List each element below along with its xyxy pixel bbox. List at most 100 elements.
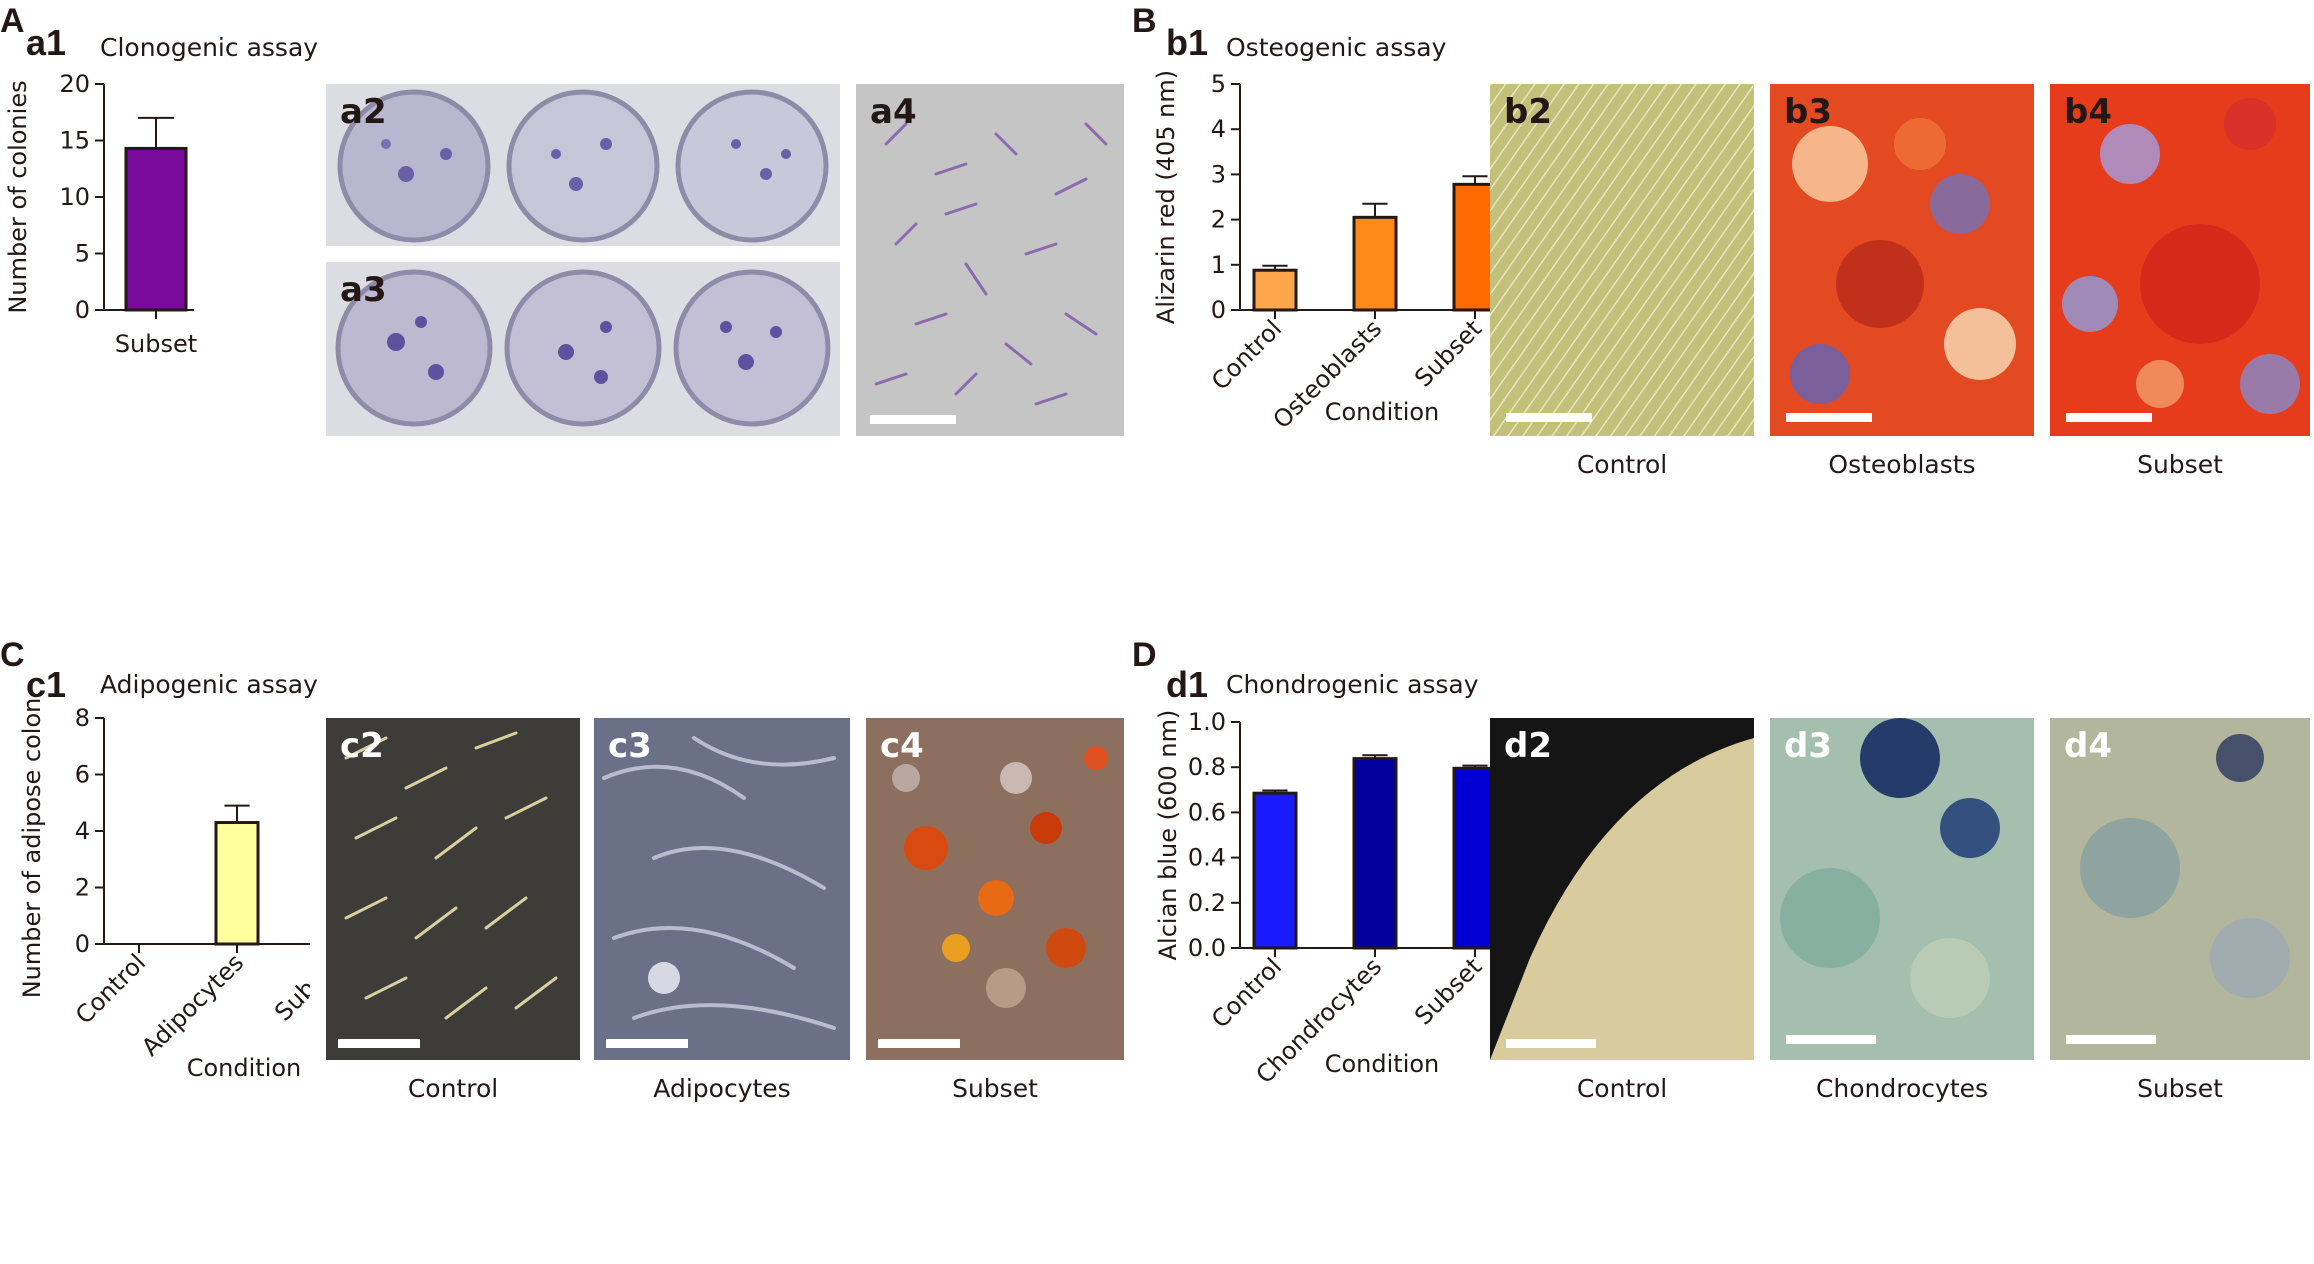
bar-subset [1452, 766, 1496, 950]
bar-subset [124, 146, 188, 312]
adipogenic-control-image [326, 718, 580, 1060]
x-axis-label: Condition [1325, 398, 1440, 426]
alizarin-subset-image [2050, 84, 2310, 436]
bar-adipocytes [214, 821, 260, 946]
image-label-a3: a3 [340, 270, 387, 310]
well-plate-image [326, 84, 840, 246]
scale-bar [2066, 413, 2152, 422]
image-label-b3: b3 [1784, 92, 1832, 132]
y-tick-label: 2 [1211, 206, 1226, 234]
scale-bar [1786, 413, 1872, 422]
image-label-d4: d4 [2064, 726, 2112, 766]
image-label-c3: c3 [608, 726, 652, 766]
bar-control [1252, 268, 1298, 312]
micrograph-c4: c4 [866, 718, 1124, 1060]
y-axis-label: Number of adipose colonies [18, 698, 46, 998]
panel-sublabel-b1: b1 [1166, 22, 1209, 63]
panel-sublabel-c1: c1 [26, 664, 67, 705]
y-tick-label: 4 [1211, 115, 1226, 143]
image-caption-d4: Subset [2137, 1074, 2223, 1103]
y-tick-label: 0.6 [1188, 798, 1226, 826]
micrograph-d2: d2 [1490, 718, 1754, 1060]
y-tick-label: 1 [1211, 251, 1226, 279]
scale-bar [1506, 1039, 1596, 1048]
y-tick-label: 0.4 [1188, 844, 1226, 872]
x-axis-label: Condition [187, 1054, 302, 1082]
panel-title-b: Osteogenic assay [1226, 33, 1447, 62]
y-tick-label: 10 [59, 183, 90, 211]
chondrogenic-control-image [1490, 718, 1754, 1060]
image-caption-b2: Control [1576, 450, 1668, 479]
chondrogenic-chondrocytes-image [1770, 718, 2034, 1060]
panel-title-c: Adipogenic assay [100, 670, 318, 699]
alizarin-control-image [1490, 84, 1754, 436]
alizarin-osteoblasts-image [1770, 84, 2034, 436]
image-label-b4: b4 [2064, 92, 2112, 132]
image-label-d2: d2 [1504, 726, 1552, 766]
bar-osteoblasts [1352, 215, 1398, 312]
y-tick-label: 20 [59, 70, 90, 98]
scale-bar [870, 415, 956, 424]
image-caption-c4: Subset [952, 1074, 1038, 1103]
scale-bar [1506, 413, 1592, 422]
image-label-a4: a4 [870, 92, 917, 132]
image-label-d3: d3 [1784, 726, 1832, 766]
y-tick-label: 0 [75, 296, 90, 324]
y-axis-label: Alizarin red (405 nm) [1152, 70, 1180, 324]
scale-bar [878, 1039, 960, 1048]
y-tick-label: 0 [75, 930, 90, 958]
x-tick-label: Subset [115, 330, 197, 358]
y-tick-label: 8 [75, 704, 90, 732]
panel-title-d: Chondrogenic assay [1226, 670, 1479, 699]
x-axis-label: Condition [1325, 1050, 1440, 1078]
y-tick-label: 1.0 [1188, 708, 1226, 736]
adipogenic-adipocytes-image [594, 718, 850, 1060]
micrograph-a2: a2 [326, 84, 840, 246]
panel-letter-d: D [1132, 636, 1157, 674]
chart-c1: 0 2 4 6 8 Number of adipose colonies ControlAd… [18, 698, 310, 1082]
bar-chondrocytes [1352, 757, 1398, 950]
y-axis-label: Alcian blue (600 nm) [1154, 710, 1182, 961]
panel-sublabel-d1: d1 [1166, 664, 1209, 705]
panel-letter-a: A [0, 2, 25, 40]
y-tick-label: 0.2 [1188, 889, 1226, 917]
image-caption-b3: Osteoblasts [1828, 450, 1976, 479]
micrograph-b4: b4 [2050, 84, 2310, 436]
image-caption-c3: Adipocytes [653, 1074, 791, 1103]
y-tick-label: 5 [75, 240, 90, 268]
scale-bar [338, 1039, 420, 1048]
y-tick-label: 0.8 [1188, 753, 1226, 781]
image-caption-c2: Control [407, 1074, 499, 1103]
micrograph-a4: a4 [856, 84, 1124, 436]
panel-letter-c: C [0, 636, 25, 674]
x-tick-label: Adipocytes [136, 948, 249, 1061]
micrograph-c2: c2 [326, 718, 580, 1060]
y-tick-label: 4 [75, 817, 90, 845]
image-label-a2: a2 [340, 92, 387, 132]
panel-title-a: Clonogenic assay [100, 33, 319, 62]
micrograph-d4: d4 [2050, 718, 2310, 1060]
image-caption-d2: Control [1576, 1074, 1668, 1103]
scale-bar [1786, 1035, 1876, 1044]
image-label-b2: b2 [1504, 92, 1552, 132]
x-tick-label: Control [1206, 314, 1287, 395]
chart-a1: 0 5 10 15 20 Number of colonies Subset [4, 70, 197, 358]
x-tick-label: Subset [1409, 314, 1487, 392]
panel-letter-b: B [1132, 2, 1157, 40]
x-tick-label: Subset [269, 948, 310, 1026]
micrograph-b3: b3 [1770, 84, 2034, 436]
x-tick-label: Control [1206, 952, 1287, 1033]
well-plate-image [326, 262, 840, 436]
micrograph-d3: d3 [1770, 718, 2034, 1060]
image-caption-d3: Chondrocytes [1815, 1074, 1989, 1103]
y-tick-label: 3 [1211, 160, 1226, 188]
bar-control [1252, 791, 1298, 950]
y-tick-label: 6 [75, 761, 90, 789]
cell-stain-image [856, 84, 1124, 436]
chondrogenic-subset-image [2050, 718, 2310, 1060]
y-tick-label: 2 [75, 874, 90, 902]
x-tick-label: Subset [1409, 952, 1487, 1030]
scale-bar [606, 1039, 688, 1048]
micrograph-a3: a3 [326, 262, 840, 436]
